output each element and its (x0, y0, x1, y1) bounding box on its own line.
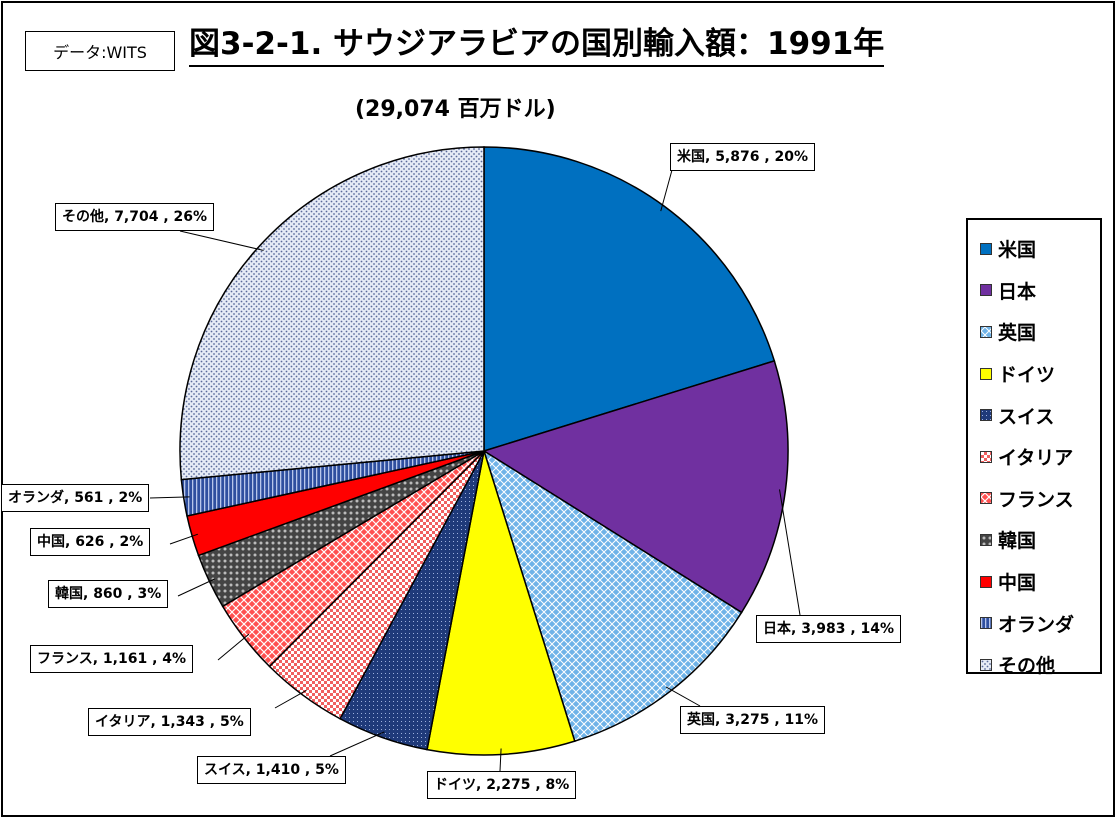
leader-line-2 (665, 686, 701, 707)
legend-swatch-4 (980, 409, 992, 422)
legend-label-10: その他 (998, 655, 1056, 678)
leader-line-0 (660, 169, 673, 212)
legend-label-8: 中国 (998, 572, 1037, 595)
leader-line-6 (217, 633, 250, 661)
legend-label-0: 米国 (998, 239, 1037, 262)
legend-item-6: フランス (968, 478, 1100, 520)
leader-line-8 (169, 533, 199, 545)
slice-label-3: ドイツ, 2,275 , 8% (427, 771, 577, 799)
pie-slice-0 (483, 146, 776, 453)
legend-item-7: 韓国 (968, 519, 1100, 561)
legend-label-9: オランダ (998, 613, 1075, 636)
slice-label-10: その他, 7,704 , 26% (55, 203, 215, 231)
legend: 米国日本英国ドイツスイスイタリアフランス韓国中国オランダその他 (966, 218, 1102, 677)
slice-label-4: スイス, 1,410 , 5% (197, 756, 346, 784)
slice-label-5: イタリア, 1,343 , 5% (88, 708, 251, 736)
legend-item-1: 日本 (968, 270, 1100, 312)
leader-line-4 (329, 731, 385, 757)
leader-line-10 (179, 230, 264, 251)
source-label: データ:WITS (25, 31, 175, 71)
leader-line-9 (149, 496, 190, 499)
legend-swatch-6 (980, 492, 992, 505)
leader-line-3 (499, 748, 502, 772)
legend-swatch-3 (980, 367, 992, 380)
legend-item-2: 英国 (968, 311, 1100, 353)
pie-slice-1 (482, 359, 789, 614)
slice-label-8: 中国, 626 , 2% (30, 528, 151, 556)
legend-swatch-8 (980, 575, 992, 588)
legend-label-4: スイス (998, 405, 1055, 428)
legend-swatch-9 (980, 617, 992, 630)
legend-item-3: ドイツ (968, 353, 1100, 395)
chart-title: 図3-2-1. サウジアラビアの国別輸入額：1991年 (189, 25, 885, 67)
legend-swatch-5 (980, 450, 992, 463)
legend-swatch-10 (980, 658, 992, 671)
legend-label-1: 日本 (998, 280, 1037, 303)
slice-label-2: 英国, 3,275 , 11% (680, 706, 826, 734)
legend-item-9: オランダ (968, 602, 1100, 644)
pie-slice-2 (482, 449, 743, 743)
legend-swatch-2 (980, 325, 992, 338)
slice-label-9: オランダ, 561 , 2% (1, 484, 150, 512)
pie-slice-3 (426, 450, 576, 756)
pie-slice-10 (179, 146, 485, 481)
total-label: (29,074 百万ドル) (355, 97, 556, 122)
slice-label-6: フランス, 1,161 , 4% (30, 645, 194, 673)
legend-item-5: イタリア (968, 436, 1100, 478)
legend-label-2: 英国 (998, 322, 1037, 345)
legend-label-7: 韓国 (998, 530, 1037, 553)
legend-swatch-0 (980, 242, 992, 255)
legend-label-5: イタリア (998, 447, 1074, 470)
legend-item-4: スイス (968, 394, 1100, 436)
leader-line-1 (779, 489, 801, 616)
legend-label-6: フランス (998, 488, 1074, 511)
leader-line-7 (177, 578, 216, 597)
leader-line-5 (274, 689, 307, 709)
legend-swatch-7 (980, 533, 992, 546)
legend-item-0: 米国 (968, 228, 1100, 270)
slice-label-7: 韓国, 860 , 3% (48, 580, 169, 608)
legend-item-8: 中国 (968, 561, 1100, 603)
legend-swatch-1 (980, 284, 992, 297)
slice-label-0: 米国, 5,876 , 20% (670, 143, 816, 171)
legend-item-10: その他 (968, 644, 1100, 686)
slice-label-1: 日本, 3,983 , 14% (756, 615, 902, 643)
legend-label-3: ドイツ (998, 364, 1056, 387)
